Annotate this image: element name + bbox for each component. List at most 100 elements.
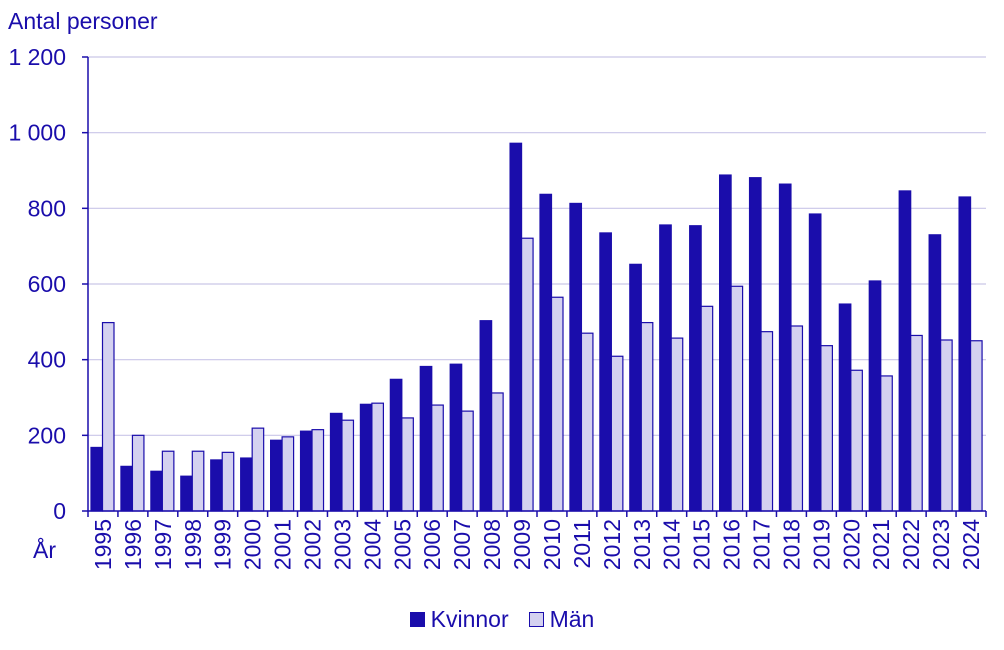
x-tick-labels: 1995 1996 1997 1998 1999 2000 2001 2002 2003 2004… bbox=[90, 519, 984, 570]
bar-kvinnor-1998 bbox=[180, 475, 193, 512]
y-axis-title: Antal personer bbox=[8, 8, 158, 34]
y-tick-label: 1 200 bbox=[8, 44, 66, 70]
bar-man-2014 bbox=[670, 337, 684, 512]
x-axis-title: År bbox=[33, 537, 56, 563]
bar-man-2015 bbox=[700, 305, 714, 512]
bar-man-2007 bbox=[461, 410, 474, 512]
legend-item-kvinnor: Kvinnor bbox=[409, 606, 509, 633]
bar-kvinnor-2015 bbox=[689, 225, 702, 512]
axes bbox=[87, 57, 987, 517]
x-tick-label: 2011 bbox=[569, 519, 595, 568]
bar-kvinnor-2013 bbox=[629, 263, 642, 512]
bar-man-1997 bbox=[161, 450, 175, 512]
x-tick-label: 2020 bbox=[838, 519, 864, 570]
bar-man-1998 bbox=[191, 450, 205, 512]
bar-kvinnor-1995 bbox=[90, 446, 104, 512]
bar-kvinnor-2019 bbox=[808, 213, 822, 512]
x-tick-label: 2008 bbox=[479, 519, 505, 570]
bar-man-2022 bbox=[910, 334, 923, 512]
bar-man-2000 bbox=[251, 427, 265, 512]
bar-man-1995 bbox=[101, 321, 115, 512]
bar-kvinnor-2010 bbox=[539, 193, 553, 512]
bar-kvinnor-2022 bbox=[898, 190, 912, 512]
x-tick-label: 2005 bbox=[389, 519, 415, 570]
x-tick-label: 2015 bbox=[689, 519, 715, 570]
bar-kvinnor-2016 bbox=[718, 174, 732, 512]
bar-man-2024 bbox=[969, 340, 983, 512]
x-tick-label: 1997 bbox=[150, 519, 176, 570]
grid-lines bbox=[82, 56, 986, 512]
y-tick-label: 800 bbox=[28, 195, 66, 221]
x-tick-label: 1996 bbox=[120, 519, 146, 570]
bar-man-2004 bbox=[371, 402, 384, 512]
bar-kvinnor-2018 bbox=[778, 183, 792, 512]
bar-man-2010 bbox=[550, 296, 564, 512]
bar-kvinnor-2012 bbox=[599, 232, 612, 512]
bar-kvinnor-1996 bbox=[120, 465, 134, 512]
bar-man-2006 bbox=[431, 404, 444, 512]
bar-man-2003 bbox=[341, 419, 355, 512]
x-tick-label: 2013 bbox=[629, 519, 655, 570]
y-tick-label: 1 000 bbox=[8, 120, 66, 146]
y-tick-labels: 0 200 400 600 800 1 000 1 200 bbox=[8, 44, 66, 524]
bar-man-2020 bbox=[850, 369, 863, 512]
bar-man-2009 bbox=[520, 237, 534, 512]
bar-man-2016 bbox=[730, 285, 744, 512]
bar-man-2011 bbox=[580, 332, 594, 512]
bar-man-2002 bbox=[311, 429, 325, 512]
bar-kvinnor-2008 bbox=[479, 320, 493, 512]
x-tick-label: 2000 bbox=[240, 519, 266, 570]
x-tick-label: 2019 bbox=[808, 519, 834, 570]
bar-man-2012 bbox=[610, 355, 624, 512]
x-tick-label: 2002 bbox=[300, 519, 326, 570]
bar-kvinnor-2014 bbox=[659, 224, 672, 512]
bar-kvinnor-2007 bbox=[449, 363, 463, 512]
bar-man-2017 bbox=[760, 331, 774, 512]
bar-kvinnor-2001 bbox=[270, 439, 283, 512]
x-tick-label: 2007 bbox=[449, 519, 475, 570]
legend-label-man: Män bbox=[549, 606, 595, 632]
bar-kvinnor-2020 bbox=[838, 303, 852, 512]
bar-kvinnor-2009 bbox=[509, 142, 523, 512]
x-tick-label: 2022 bbox=[898, 519, 924, 570]
x-tick-label: 2018 bbox=[778, 519, 804, 570]
bar-kvinnor-1999 bbox=[210, 459, 223, 512]
legend: Kvinnor Män bbox=[0, 606, 1004, 633]
bar-kvinnor-1997 bbox=[150, 470, 163, 512]
legend-swatch-man bbox=[528, 612, 544, 627]
x-tick-label: 2012 bbox=[599, 519, 625, 570]
bar-kvinnor-2023 bbox=[928, 234, 942, 512]
y-tick-label: 0 bbox=[53, 498, 66, 524]
legend-label-kvinnor: Kvinnor bbox=[430, 606, 509, 632]
x-tick-label: 2016 bbox=[719, 519, 745, 570]
x-tick-label: 1998 bbox=[180, 519, 206, 570]
x-tick-label: 2021 bbox=[868, 519, 894, 570]
bar-man-2021 bbox=[880, 375, 893, 512]
bar-kvinnor-2011 bbox=[569, 202, 583, 512]
x-tick-label: 2010 bbox=[539, 519, 565, 570]
x-tick-label: 2017 bbox=[749, 519, 775, 570]
bar-man-2008 bbox=[491, 392, 504, 512]
x-tick-label: 2014 bbox=[659, 519, 685, 570]
x-tick-label: 2004 bbox=[359, 519, 385, 570]
bar-man-2005 bbox=[401, 417, 414, 512]
x-tick-label: 2023 bbox=[928, 519, 954, 570]
bar-kvinnor-2002 bbox=[299, 430, 313, 512]
bar-kvinnor-2000 bbox=[240, 457, 253, 512]
bar-kvinnor-2006 bbox=[419, 365, 433, 512]
legend-swatch-kvinnor bbox=[409, 612, 425, 627]
bar-man-1996 bbox=[131, 434, 145, 512]
bar-kvinnor-2021 bbox=[868, 280, 882, 512]
bar-kvinnor-2017 bbox=[748, 177, 762, 512]
bar-kvinnor-2003 bbox=[329, 412, 343, 512]
x-tick-label: 2006 bbox=[419, 519, 445, 570]
y-tick-label: 200 bbox=[28, 422, 66, 448]
x-tick-label: 1995 bbox=[90, 519, 116, 570]
y-tick-label: 400 bbox=[28, 347, 66, 373]
bar-man-2013 bbox=[640, 321, 654, 512]
x-tick-label: 2001 bbox=[270, 519, 296, 570]
bar-kvinnor-2005 bbox=[389, 378, 403, 512]
legend-item-man: Män bbox=[528, 606, 595, 633]
x-tick-label: 2009 bbox=[509, 519, 535, 570]
